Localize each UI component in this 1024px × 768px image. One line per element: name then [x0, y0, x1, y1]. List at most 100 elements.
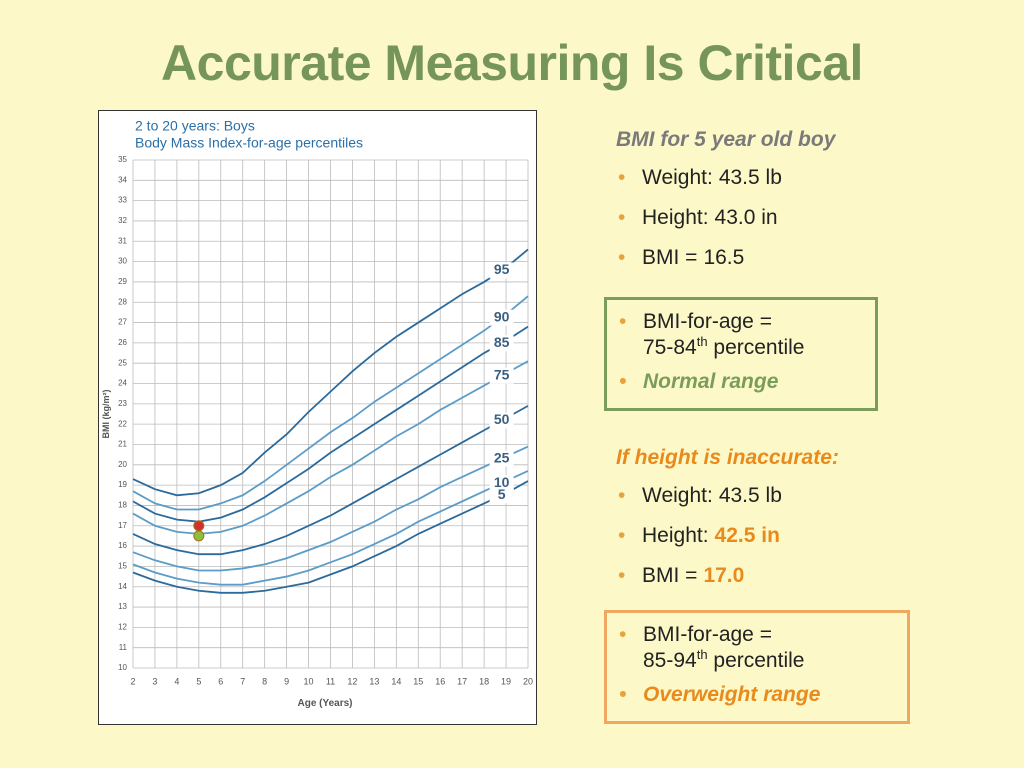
x-tick-label: 12 — [347, 676, 357, 686]
x-tick-label: 2 — [130, 676, 135, 686]
bullet-value: 43.0 in — [714, 206, 778, 229]
chart-subtitle: Body Mass Index-for-age percentiles — [135, 135, 363, 151]
y-tick-label: 11 — [119, 643, 128, 652]
y-tick-label: 27 — [118, 318, 127, 327]
y-tick-label: 21 — [118, 440, 127, 449]
percentile-label: 90 — [494, 308, 510, 324]
y-tick-label: 35 — [118, 155, 127, 164]
y-tick-label: 10 — [118, 663, 127, 672]
y-tick-label: 23 — [118, 399, 127, 408]
x-tick-label: 8 — [262, 676, 267, 686]
result-range: 75-84 — [643, 336, 697, 359]
bullet-value: 43.5 lb — [718, 484, 782, 507]
bullet-value: 42.5 in — [714, 524, 780, 547]
y-tick-label: 30 — [118, 257, 127, 266]
percentile-label: 95 — [494, 261, 510, 277]
percentile-line — [132, 405, 529, 556]
y-tick-label: 13 — [118, 602, 127, 611]
x-tick-label: 3 — [152, 676, 157, 686]
case1-result: BMI-for-age = 75-84th percentile Normal r… — [604, 297, 878, 411]
result-sup: th — [696, 647, 708, 662]
x-axis-label: Age (Years) — [297, 698, 352, 709]
y-axis-label: BMI (kg/m²) — [101, 390, 111, 439]
percentile-label: 5 — [498, 486, 506, 502]
y-tick-label: 12 — [118, 622, 127, 631]
x-tick-label: 14 — [391, 676, 401, 686]
percentile-label: 10 — [494, 474, 510, 490]
case2-heading: If height is inaccurate: — [616, 446, 839, 469]
label-bg — [489, 487, 514, 504]
bullet: Weight:43.5 lb — [616, 484, 839, 508]
x-tick-label: 15 — [413, 676, 423, 686]
result-verdict: Normal range — [617, 370, 865, 394]
percentile-line — [132, 445, 529, 572]
bullet-label: Weight: — [642, 166, 713, 189]
y-tick-label: 24 — [118, 379, 127, 388]
percentile-label: 75 — [494, 367, 510, 383]
x-tick-label: 6 — [218, 676, 223, 686]
chart-title: 2 to 20 years: Boys — [135, 118, 255, 134]
y-tick-label: 19 — [118, 480, 127, 489]
bullet: Height:42.5 in — [616, 524, 839, 548]
label-bg — [489, 450, 514, 467]
case1-heading: BMI for 5 year old boy — [616, 128, 836, 151]
bullet-label: BMI = — [642, 564, 698, 587]
bullet-label: Height: — [642, 206, 709, 229]
percentile-line — [132, 480, 529, 594]
bmi-marker — [193, 530, 205, 542]
case1: BMI for 5 year old boy Weight:43.5 lb Hei… — [616, 128, 835, 286]
x-tick-label: 11 — [326, 676, 335, 686]
y-tick-label: 14 — [118, 582, 127, 591]
percentile-line — [132, 470, 529, 586]
x-tick-label: 18 — [479, 676, 489, 686]
bullet: BMI =16.5 — [616, 246, 835, 270]
result-label: BMI-for-age = — [643, 310, 772, 333]
result-range: 85-94 — [643, 649, 697, 672]
case2: If height is inaccurate: Weight:43.5 lb H… — [616, 446, 839, 604]
y-tick-label: 29 — [118, 277, 127, 286]
x-tick-label: 7 — [240, 676, 245, 686]
result-sup: th — [696, 334, 708, 349]
y-tick-label: 16 — [118, 541, 127, 550]
result-label: BMI-for-age = — [643, 623, 772, 646]
x-tick-label: 9 — [284, 676, 289, 686]
percentile-label: 25 — [494, 449, 510, 465]
percentile-line — [132, 248, 529, 497]
x-tick-label: 5 — [196, 676, 201, 686]
label-bg — [489, 412, 514, 429]
x-tick-label: 16 — [435, 676, 445, 686]
case2-result: BMI-for-age = 85-94th percentile Overweig… — [604, 610, 910, 724]
bullet: Weight:43.5 lb — [616, 166, 835, 190]
bullet-value: 16.5 — [703, 246, 745, 269]
x-tick-label: 20 — [523, 676, 533, 686]
bullet-value: 17.0 — [703, 564, 745, 587]
bullet-label: BMI = — [642, 246, 698, 269]
x-tick-label: 19 — [501, 676, 511, 686]
result-verdict: Overweight range — [617, 683, 897, 707]
y-tick-label: 25 — [118, 358, 127, 367]
bullet-value: 43.5 lb — [718, 166, 782, 189]
label-bg — [489, 475, 514, 492]
bullet-label: Weight: — [642, 484, 713, 507]
y-tick-label: 34 — [118, 175, 127, 184]
x-tick-label: 10 — [304, 676, 314, 686]
y-tick-label: 26 — [118, 338, 127, 347]
y-tick-label: 15 — [118, 562, 127, 571]
label-bg — [489, 262, 514, 279]
percentile-label: 50 — [494, 411, 510, 427]
slide-title: Accurate Measuring Is Critical — [161, 35, 863, 91]
x-tick-label: 17 — [457, 676, 467, 686]
label-bg — [489, 309, 514, 326]
y-tick-label: 20 — [118, 460, 127, 469]
chart: 2 to 20 years: Boys Body Mass Index-for-… — [98, 110, 537, 725]
y-tick-label: 22 — [118, 419, 127, 428]
y-tick-label: 18 — [118, 501, 127, 510]
y-tick-label: 31 — [118, 236, 127, 245]
y-tick-label: 33 — [118, 196, 127, 205]
bmi-marker — [193, 520, 205, 532]
y-tick-label: 28 — [118, 297, 127, 306]
y-tick-label: 32 — [118, 216, 127, 225]
x-tick-label: 13 — [369, 676, 379, 686]
y-tick-label: 17 — [118, 521, 127, 530]
